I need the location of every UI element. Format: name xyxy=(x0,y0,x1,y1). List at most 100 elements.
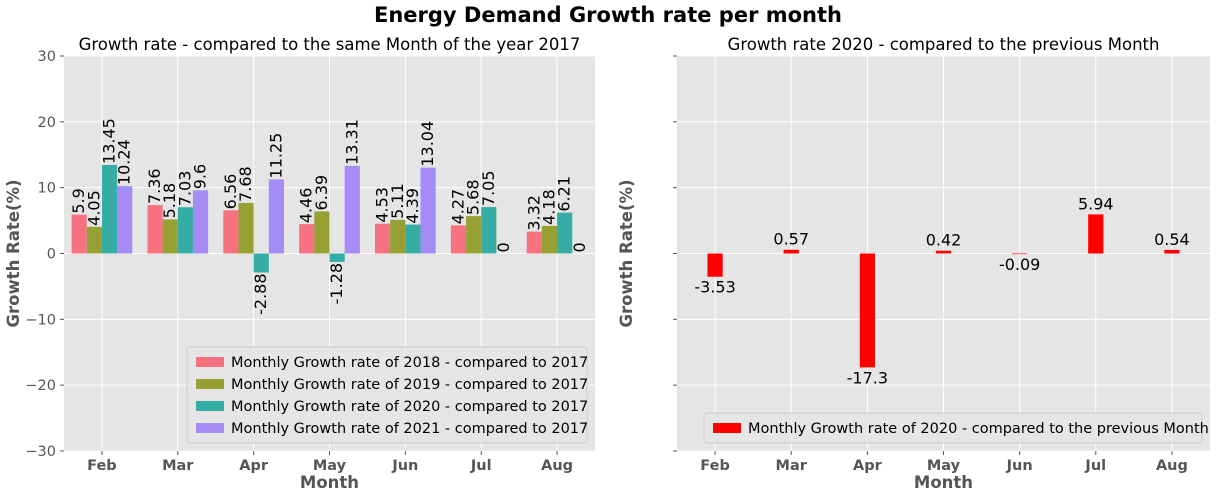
right-bar xyxy=(783,249,799,254)
right-y-axis-label: Growth Rate(%) xyxy=(617,179,636,327)
left-data-label: 3.32 xyxy=(524,195,543,231)
left-data-label: 4.46 xyxy=(297,188,316,224)
left-legend-label: Monthly Growth rate of 2019 - compared t… xyxy=(231,377,588,393)
left-y-tick-label: 10 xyxy=(38,181,56,197)
right-data-label: 0.42 xyxy=(926,231,962,250)
right-x-axis-label: Month xyxy=(914,473,973,492)
left-bar xyxy=(147,205,163,254)
right-data-label: 0.57 xyxy=(773,230,809,249)
left-x-tick-label: Feb xyxy=(87,458,117,474)
left-y-tick-label: 20 xyxy=(38,115,56,131)
left-data-label: 10.24 xyxy=(115,139,134,185)
left-bar xyxy=(420,167,436,254)
left-data-label: 7.68 xyxy=(236,166,255,202)
right-bar xyxy=(859,253,875,368)
left-bar xyxy=(71,214,87,254)
left-data-label: 9.6 xyxy=(191,164,210,189)
left-bar xyxy=(162,219,178,254)
left-x-tick-label: May xyxy=(313,458,347,474)
left-y-tick-label: −10 xyxy=(25,312,56,328)
right-bar xyxy=(1088,214,1104,254)
left-bar xyxy=(192,190,209,254)
chart-left: −30 −20 −10 0 10 20 30 Feb Mar Apr May Jun Jul Aug Gro… xyxy=(4,35,595,492)
left-data-label: 6.56 xyxy=(221,174,240,210)
right-x-tick-label: Jun xyxy=(1006,458,1033,474)
right-data-label: -3.53 xyxy=(694,278,735,297)
left-bar xyxy=(177,207,193,254)
left-chart-title: Growth rate - compared to the same Month… xyxy=(79,35,581,54)
left-x-tick-label: Mar xyxy=(162,458,194,474)
left-bar xyxy=(238,202,254,254)
left-y-tick-label: −20 xyxy=(25,378,56,394)
right-x-tick-label: Mar xyxy=(776,458,808,474)
left-bar xyxy=(268,179,284,254)
right-bar xyxy=(1164,249,1180,254)
left-data-label: 4.18 xyxy=(539,189,558,225)
left-data-label: 4.53 xyxy=(373,187,392,223)
right-data-label: -0.09 xyxy=(999,255,1040,274)
left-legend-label: Monthly Growth rate of 2020 - compared t… xyxy=(231,399,588,415)
right-data-label: 0.54 xyxy=(1154,230,1190,249)
left-y-tick-label: 30 xyxy=(38,49,56,65)
left-data-label: 7.03 xyxy=(175,171,194,207)
left-data-label: 4.27 xyxy=(448,189,467,225)
left-bar xyxy=(541,225,558,254)
left-bar xyxy=(390,219,406,254)
left-legend-swatch xyxy=(196,379,224,389)
left-bar xyxy=(86,226,102,254)
left-data-label: -2.88 xyxy=(251,273,270,314)
right-x-tick-label: Apr xyxy=(853,458,883,474)
left-bar xyxy=(405,224,421,254)
left-y-axis-label: Growth Rate(%) xyxy=(4,179,23,327)
right-legend-swatch xyxy=(713,423,741,433)
left-data-label: 6.39 xyxy=(312,175,331,211)
right-legend: Monthly Growth rate of 2020 - compared t… xyxy=(703,412,1209,444)
left-bar xyxy=(314,211,330,254)
left-data-label: 13.04 xyxy=(418,121,437,167)
left-bar xyxy=(253,253,269,273)
left-bar xyxy=(481,207,497,254)
left-bar xyxy=(299,224,315,254)
right-bar xyxy=(935,250,952,254)
right-x-tick-label: Aug xyxy=(1156,458,1188,474)
left-legend-label: Monthly Growth rate of 2018 - compared t… xyxy=(231,355,588,371)
left-data-label: -1.28 xyxy=(327,263,346,304)
left-data-label: 6.21 xyxy=(555,176,574,212)
left-data-label: 0 xyxy=(570,242,589,252)
left-legend-swatch xyxy=(196,401,224,411)
left-bar xyxy=(557,212,573,254)
left-data-label: 0 xyxy=(494,242,513,252)
figure-title: Energy Demand Growth rate per month xyxy=(374,3,842,27)
chart-right: Feb Mar Apr May Jun Jul Aug Growth rate 2020 - … xyxy=(617,35,1210,492)
right-x-tick-label: May xyxy=(927,458,961,474)
left-x-tick-label: Apr xyxy=(239,458,269,474)
right-bar xyxy=(1012,253,1028,255)
left-bar xyxy=(466,216,482,254)
left-legend: Monthly Growth rate of 2018 - compared t… xyxy=(186,346,588,444)
left-data-label: 5.9 xyxy=(69,188,88,213)
left-data-label: 4.39 xyxy=(403,188,422,224)
right-chart-title: Growth rate 2020 - compared to the previ… xyxy=(728,35,1160,54)
left-bar xyxy=(223,210,239,254)
left-bar xyxy=(450,225,467,254)
left-legend-box xyxy=(186,346,588,444)
left-y-tick-label: −30 xyxy=(25,444,56,460)
right-x-tick-label: Jul xyxy=(1084,458,1106,474)
left-data-label: 4.05 xyxy=(84,190,103,226)
left-data-label: 13.31 xyxy=(342,119,361,165)
right-legend-label: Monthly Growth rate of 2020 - compared t… xyxy=(748,421,1209,437)
left-bar xyxy=(101,164,118,254)
left-x-axis-label: Month xyxy=(300,473,359,492)
right-legend-box xyxy=(703,412,1203,444)
right-bar xyxy=(707,253,723,277)
left-y-tick-label: 0 xyxy=(47,247,56,263)
left-data-label: 5.11 xyxy=(388,183,407,219)
right-x-tick-label: Feb xyxy=(700,458,730,474)
left-bar xyxy=(117,186,133,254)
left-data-label: 13.45 xyxy=(100,118,119,164)
left-data-label: 7.36 xyxy=(145,168,164,204)
left-bar xyxy=(329,253,345,262)
left-x-tick-label: Aug xyxy=(541,458,573,474)
left-data-label: 5.18 xyxy=(160,183,179,219)
left-x-tick-label: Jul xyxy=(470,458,492,474)
